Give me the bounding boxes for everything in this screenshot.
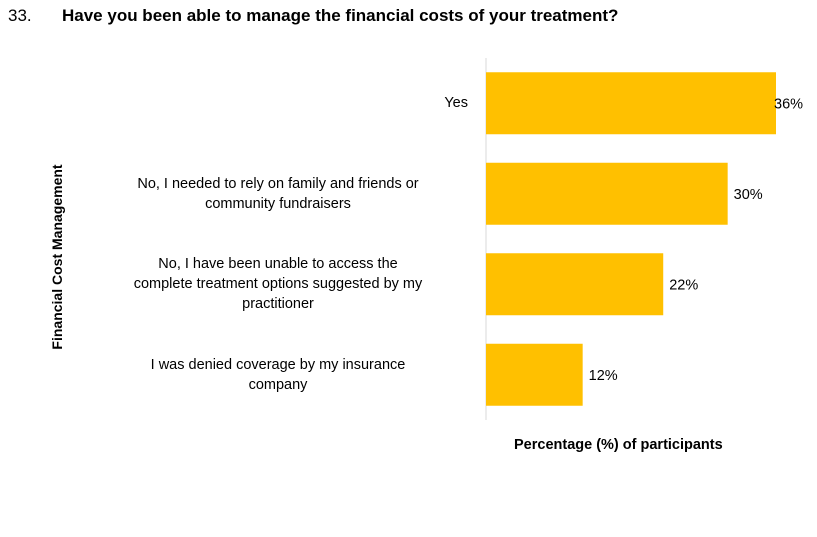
category-label-line: No, I needed to rely on family and frien… [137, 175, 419, 192]
data-label-1: 30% [734, 187, 763, 203]
x-axis-label: Percentage (%) of participants [514, 437, 723, 453]
bar-2 [486, 253, 664, 316]
data-label-2: 22% [669, 277, 698, 293]
category-label-1: No, I needed to rely on family and frien… [88, 174, 468, 214]
category-label-line: Yes [444, 95, 468, 112]
category-label-0: Yes [88, 93, 468, 113]
category-label-line: practitioner [242, 296, 314, 313]
data-label-0: 36% [774, 96, 803, 112]
bar-0 [486, 72, 776, 135]
category-label-3: I was denied coverage by my insurance com… [88, 355, 468, 395]
category-label-line: I was denied coverage by my insurance [150, 356, 406, 373]
bar-3 [486, 343, 583, 406]
question-title: Have you been able to manage the financi… [62, 6, 619, 25]
category-label-line: No, I have been unable to access the [158, 256, 398, 273]
question-number: 33. [8, 6, 32, 25]
bar-1 [486, 162, 728, 225]
data-label-3: 12% [589, 368, 618, 384]
category-label-line: community fundraisers [205, 195, 351, 212]
category-label-2: No, I have been unable to access the comp… [88, 254, 468, 314]
category-label-line: complete treatment options suggested by … [133, 276, 423, 293]
category-label-line: company [248, 376, 308, 393]
